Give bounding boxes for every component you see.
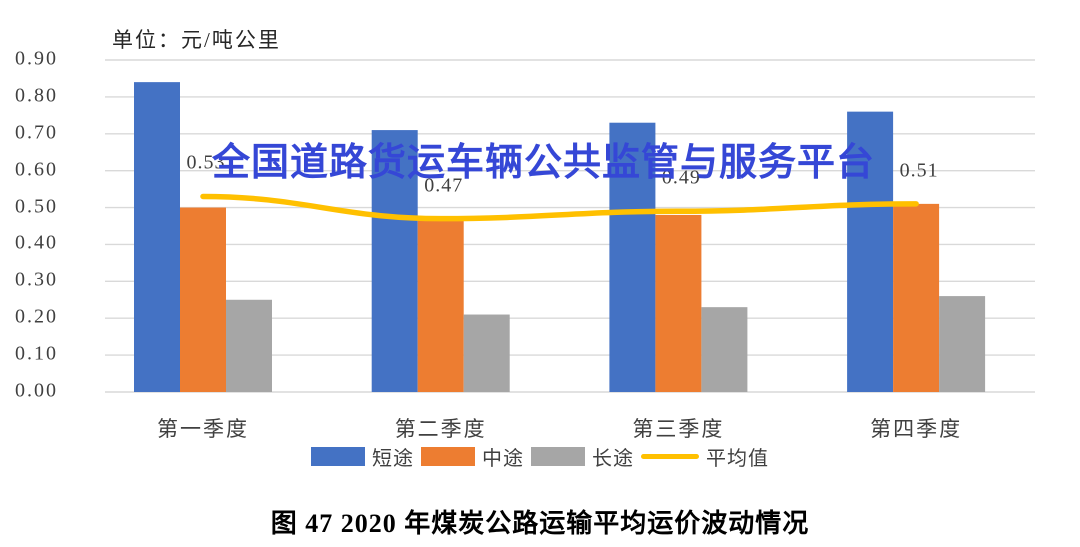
bar-中途 bbox=[893, 203, 940, 392]
bar-中途 bbox=[417, 218, 464, 392]
y-tick-label: 0.40 bbox=[15, 232, 58, 255]
legend-label: 长途 bbox=[592, 447, 634, 470]
bar-长途 bbox=[226, 299, 272, 392]
legend-label: 短途 bbox=[372, 447, 414, 470]
legend-label: 平均值 bbox=[706, 447, 769, 470]
average-point-label: 0.47 bbox=[424, 174, 464, 197]
bar-短途 bbox=[134, 82, 180, 392]
bar-短途 bbox=[371, 130, 418, 393]
y-tick-label: 0.50 bbox=[15, 195, 58, 218]
average-point-label: 0.51 bbox=[899, 159, 939, 182]
x-axis-label: 第二季度 bbox=[394, 417, 487, 441]
legend-color-swatch bbox=[311, 446, 365, 466]
y-tick-label: 0.30 bbox=[15, 268, 58, 291]
bar-line-chart bbox=[105, 59, 1035, 393]
chart-caption: 图 47 2020 年煤炭公路运输平均运价波动情况 bbox=[270, 509, 810, 538]
legend: 短途 中途 长途 平均值 bbox=[0, 442, 1080, 471]
legend-line-swatch bbox=[641, 453, 699, 459]
y-tick-label: 0.80 bbox=[15, 84, 58, 107]
legend-item-短途: 短途 bbox=[311, 442, 414, 471]
legend-color-swatch bbox=[421, 446, 475, 466]
bar-长途 bbox=[939, 296, 986, 392]
legend-item-长途: 长途 bbox=[531, 442, 634, 471]
watermark-text: 全国道路货运车辆公共监管与服务平台 bbox=[212, 142, 876, 184]
legend-color-swatch bbox=[531, 446, 585, 466]
unit-label: 单位：元/吨公里 bbox=[112, 28, 281, 52]
x-axis-label: 第三季度 bbox=[632, 417, 725, 441]
average-line bbox=[200, 193, 919, 222]
y-tick-label: 0.60 bbox=[15, 158, 58, 181]
bar-短途 bbox=[847, 111, 894, 393]
legend-label: 中途 bbox=[482, 447, 524, 470]
average-point-label: 0.53 bbox=[186, 151, 226, 174]
bar-长途 bbox=[701, 307, 748, 392]
bar-中途 bbox=[655, 214, 702, 392]
y-tick-label: 0.00 bbox=[15, 379, 58, 402]
y-tick-label: 0.70 bbox=[15, 121, 58, 144]
average-point-label: 0.49 bbox=[661, 166, 701, 189]
y-tick-label: 0.90 bbox=[15, 47, 58, 70]
legend-item-平均值: 平均值 bbox=[641, 442, 769, 471]
bar-短途 bbox=[609, 122, 656, 392]
bar-长途 bbox=[463, 314, 510, 392]
y-tick-label: 0.20 bbox=[15, 305, 58, 328]
x-axis-label: 第一季度 bbox=[157, 417, 249, 441]
x-axis-label: 第四季度 bbox=[870, 417, 963, 441]
bar-中途 bbox=[180, 207, 226, 392]
y-tick-label: 0.10 bbox=[15, 342, 58, 365]
legend-item-中途: 中途 bbox=[421, 442, 524, 471]
